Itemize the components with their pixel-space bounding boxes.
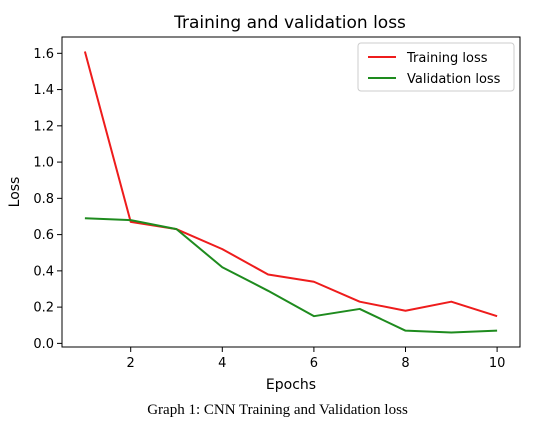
legend-label: Training loss	[406, 51, 488, 66]
y-tick-label: 0.6	[33, 228, 54, 243]
y-axis: 0.0 0.2 0.4 0.6 0.8 1.0 1.2 1.4 1.6	[33, 47, 62, 352]
x-axis: 2 4 6 8 10	[127, 347, 506, 371]
y-tick-label: 1.4	[33, 83, 54, 98]
legend-box	[357, 42, 515, 92]
x-tick-label: 6	[310, 356, 318, 371]
x-tick-label: 2	[127, 356, 135, 371]
legend: Training loss Validation loss	[357, 42, 515, 92]
y-tick-label: 0.4	[33, 264, 54, 279]
legend-label: Validation loss	[407, 72, 501, 87]
x-tick-label: 10	[489, 356, 506, 371]
y-tick-label: 1.2	[33, 119, 54, 134]
loss-chart: Training and validation loss 2 4 6 8 10 0.00…	[7, 13, 521, 393]
x-axis-label: Epochs	[266, 377, 316, 393]
y-tick-label: 1.0	[33, 156, 54, 171]
plot-area	[61, 36, 521, 348]
figure-caption: Graph 1: CNN Training and Validation los…	[147, 402, 408, 418]
y-tick-label: 0.2	[33, 301, 54, 316]
x-tick-label: 8	[401, 356, 409, 371]
series-layer	[83, 51, 498, 334]
chart-title: Training and validation loss	[173, 13, 406, 33]
y-tick-label: 0.8	[33, 192, 54, 207]
y-axis-label: Loss	[7, 177, 23, 208]
series-line-validation-loss	[84, 217, 498, 334]
y-tick-label: 0.0	[33, 337, 54, 352]
x-tick-label: 4	[218, 356, 226, 371]
y-tick-label: 1.6	[33, 47, 54, 62]
